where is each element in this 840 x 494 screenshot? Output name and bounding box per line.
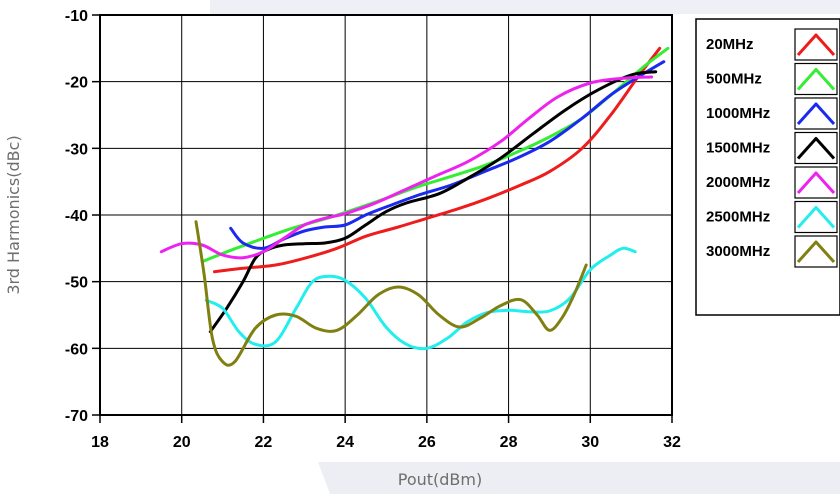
series-line-2000mhz [159,75,654,260]
y-tick-label: -60 [65,341,88,358]
series-layer [159,46,670,367]
legend-swatch-line [796,68,836,91]
y-tick-label: -20 [65,75,88,92]
series-line-20mhz [212,46,662,274]
legend-label: 2000MHz [706,174,770,191]
x-tick-label: 22 [255,434,273,451]
y-tick-label: -70 [65,408,88,425]
legend-label: 20MHz [706,36,754,53]
x-tick-label: 32 [663,434,681,451]
x-axis-label: Pout(dBm) [398,470,482,489]
x-tick-label: 30 [581,434,599,451]
x-tick-label: 20 [173,434,191,451]
y-tick-label: -50 [65,275,88,292]
y-tick-label: -30 [65,141,88,158]
bottom-panel-background [318,462,840,494]
legend-swatch-line [796,137,836,160]
top-panel-background [210,0,840,14]
series-line-2500mhz [204,246,637,351]
legend-swatch-line [796,33,836,57]
series-line-3000mhz [194,220,588,367]
legend-label: 1000MHz [706,105,770,122]
grid-lines [100,15,672,415]
y-axis-label: 3rd Harmonics(dBc) [4,135,23,294]
legend-swatch-line [796,171,836,195]
legend-label: 1500MHz [706,140,770,157]
x-tick-label: 24 [336,434,354,451]
legend-swatch-box [794,235,838,268]
series-line-1500mhz [208,70,658,334]
legend-label: 3000MHz [706,243,770,260]
x-tick-label: 26 [418,434,436,451]
legend-swatch-line [796,102,836,126]
x-tick-label: 18 [91,434,109,451]
axis-ticks: 18 20 22 24 26 28 30 32 -10 -20 -30 -40 -50 -60 -70 [65,8,681,451]
legend-label: 500MHz [706,71,762,88]
y-tick-label: -10 [65,8,88,25]
x-tick-label: 28 [500,434,518,451]
legend-swatch-line [796,240,836,264]
legend: 20MHz 500MHz 1000MHz 1500MHz 2000MHz 2500MHz 3… [706,28,838,268]
legend-label: 2500MHz [706,209,770,226]
y-tick-label: -40 [65,208,88,225]
legend-swatch-line [796,206,836,229]
